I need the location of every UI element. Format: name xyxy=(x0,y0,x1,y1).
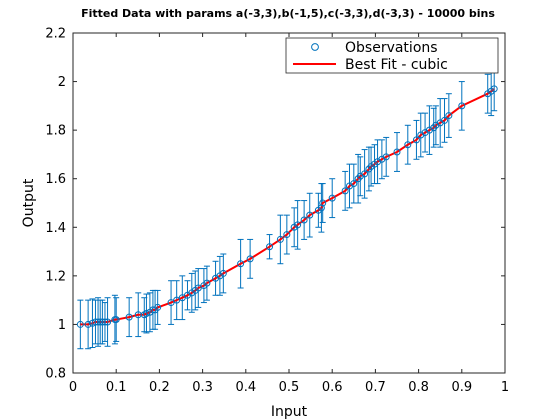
y-tick-label: 0.8 xyxy=(45,367,66,382)
observation-point xyxy=(246,255,254,263)
observation-point xyxy=(173,296,181,304)
observation-point xyxy=(194,284,202,292)
x-tick-label: 0.7 xyxy=(365,380,386,395)
observation-point xyxy=(294,221,302,229)
x-tick-label: 1 xyxy=(501,380,509,395)
observation-point xyxy=(98,318,106,326)
axis-ticks: 0 0.1 0.2 0.3 0.4 0.5 0.6 0.7 0.8 0.9 1 0.8 1 1.2 1.4 1… xyxy=(45,27,509,396)
observation-point xyxy=(441,116,449,124)
y-tick-label: 1.8 xyxy=(45,124,66,139)
x-tick-label: 0 xyxy=(69,380,77,395)
x-tick-label: 0.6 xyxy=(322,380,343,395)
observation-point xyxy=(154,303,162,311)
legend-observations-marker xyxy=(311,43,319,51)
legend: Observations Best Fit - cubic xyxy=(285,37,499,74)
observation-point xyxy=(404,141,412,149)
y-tick-label: 1.6 xyxy=(45,172,66,187)
observation-point xyxy=(167,299,175,307)
observation-point xyxy=(382,153,390,161)
observation-point xyxy=(484,90,492,98)
x-tick-label: 0.5 xyxy=(279,380,300,395)
x-tick-label: 0.1 xyxy=(106,380,127,395)
x-axis-label: Input xyxy=(271,404,308,420)
observation-point xyxy=(306,211,314,219)
observation-point xyxy=(94,318,102,326)
observation-point xyxy=(76,320,84,328)
observation-point xyxy=(458,102,466,110)
legend-observations-label: Observations xyxy=(345,40,438,56)
observation-point xyxy=(300,216,308,224)
y-tick-label: 1 xyxy=(58,318,66,333)
x-tick-label: 0.4 xyxy=(235,380,256,395)
observation-point xyxy=(367,163,375,171)
x-tick-label: 0.9 xyxy=(451,380,472,395)
y-tick-label: 1.2 xyxy=(45,269,66,284)
observation-point xyxy=(237,260,245,268)
observation-point xyxy=(104,318,112,326)
x-tick-label: 0.2 xyxy=(149,380,170,395)
observation-point xyxy=(216,272,224,280)
observation-point xyxy=(203,279,211,287)
observation-point xyxy=(219,269,227,277)
observation-point xyxy=(125,313,133,321)
y-axis-label: Output xyxy=(21,178,37,227)
observation-point xyxy=(290,223,298,231)
y-tick-label: 1.4 xyxy=(45,221,66,236)
observation-point xyxy=(266,243,274,251)
observation-point xyxy=(319,199,327,207)
observation-point xyxy=(188,289,196,297)
x-tick-label: 0.3 xyxy=(192,380,213,395)
x-tick-label: 0.8 xyxy=(408,380,429,395)
legend-fit-label: Best Fit - cubic xyxy=(345,57,448,73)
observation-point xyxy=(283,231,291,239)
legend-box xyxy=(285,37,499,74)
observation-point xyxy=(341,187,349,195)
observation-point xyxy=(91,318,99,326)
observation-point xyxy=(393,148,401,156)
observation-point xyxy=(101,318,109,326)
observation-point xyxy=(490,85,498,93)
observation-point xyxy=(84,320,92,328)
observation-point xyxy=(445,112,453,120)
y-tick-label: 2 xyxy=(58,75,66,90)
observation-point xyxy=(276,235,284,243)
observation-markers xyxy=(76,85,498,328)
observation-point xyxy=(96,318,104,326)
observation-point xyxy=(142,310,150,317)
observation-point xyxy=(317,204,325,212)
observation-point xyxy=(412,136,420,144)
y-tick-label: 2.2 xyxy=(45,27,66,42)
observation-point xyxy=(361,170,369,178)
observation-point xyxy=(112,316,120,324)
chart-title: Fitted Data with params a(-3,3),b(-1,5),… xyxy=(81,7,495,20)
observation-point xyxy=(350,180,358,188)
observation-point xyxy=(328,194,336,202)
